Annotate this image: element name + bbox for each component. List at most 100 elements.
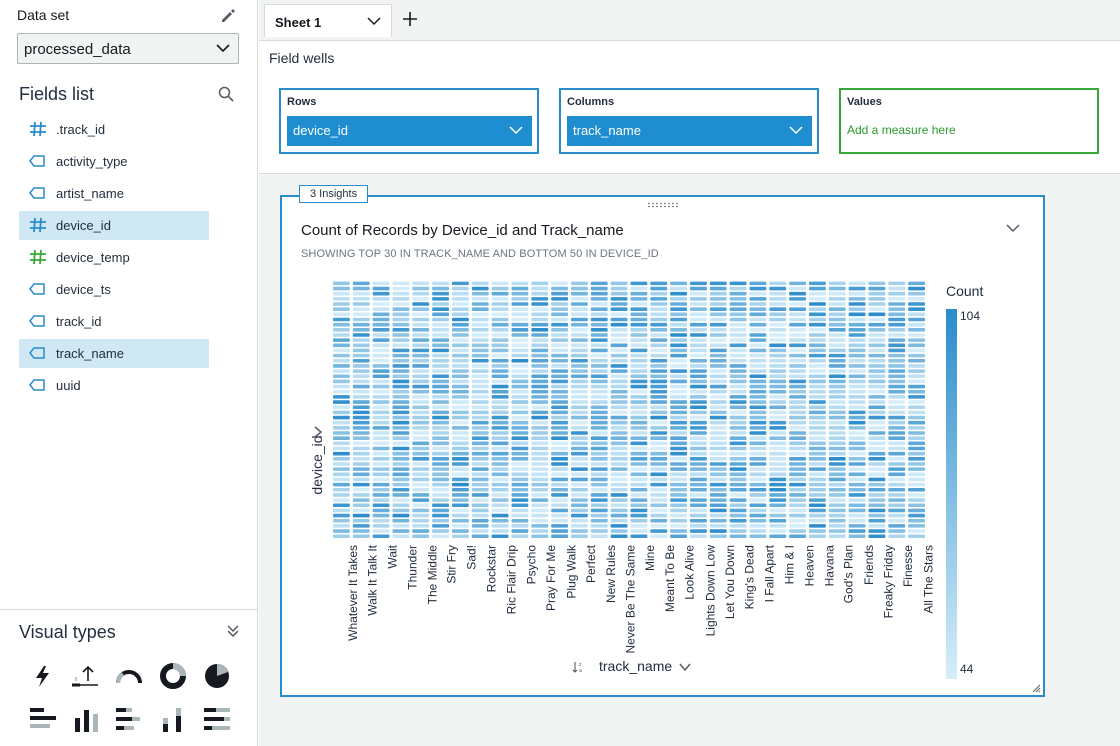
heatmap-cell[interactable] [630,410,648,415]
heatmap-cell[interactable] [888,395,906,399]
heatmap-cell[interactable] [908,410,925,415]
heatmap-cell[interactable] [908,441,925,446]
heatmap-cell[interactable] [650,369,668,373]
donut-chart-icon[interactable] [158,661,188,691]
heatmap-cell[interactable] [412,524,430,528]
heatmap-cell[interactable] [789,369,806,373]
heatmap-cell[interactable] [590,281,608,286]
heatmap-cell[interactable] [511,529,529,533]
heatmap-cell[interactable] [709,328,727,332]
heatmap-cell[interactable] [432,415,449,420]
heatmap-cell[interactable] [709,462,727,466]
heatmap-cell[interactable] [848,518,866,523]
heatmap-cell[interactable] [412,436,430,440]
heatmap-cell[interactable] [709,364,727,368]
heatmap-cell[interactable] [828,364,846,368]
heatmap-cell[interactable] [392,400,410,404]
heatmap-cell[interactable] [372,513,390,518]
heatmap-cell[interactable] [670,518,687,523]
heatmap-cell[interactable] [333,328,350,332]
heatmap-cell[interactable] [392,451,410,456]
heatmap-cell[interactable] [709,343,727,348]
heatmap-cell[interactable] [590,384,608,389]
heatmap-cell[interactable] [709,498,727,502]
heatmap-cell[interactable] [352,446,370,451]
heatmap-cell[interactable] [749,359,767,363]
heatmap-cell[interactable] [848,529,866,533]
heatmap-cell[interactable] [848,312,866,317]
pie-chart-icon[interactable] [202,661,232,691]
autograph-icon[interactable] [28,661,58,691]
tab-sheet-1[interactable]: Sheet 1 [264,4,392,37]
heatmap-cell[interactable] [848,317,866,322]
heatmap-cell[interactable] [709,441,727,446]
heatmap-cell[interactable] [432,410,449,415]
heatmap-cell[interactable] [511,426,529,430]
heatmap-cell[interactable] [452,410,469,415]
heatmap-cell[interactable] [571,534,588,538]
heatmap-cell[interactable] [848,291,866,296]
heatmap-cell[interactable] [789,322,806,327]
heatmap-cell[interactable] [610,518,628,523]
heatmap-cell[interactable] [392,302,410,306]
heatmap-cell[interactable] [452,493,469,497]
heatmap-cell[interactable] [590,534,608,538]
heatmap-cell[interactable] [888,472,906,477]
heatmap-cell[interactable] [749,426,767,430]
heatmap-cell[interactable] [471,524,489,528]
heatmap-cell[interactable] [650,405,668,409]
heatmap-cell[interactable] [888,297,906,301]
heatmap-cell[interactable] [452,379,469,384]
heatmap-cell[interactable] [709,436,727,440]
heatmap-cell[interactable] [412,405,430,409]
heatmap-cell[interactable] [491,374,509,379]
heatmap-cell[interactable] [809,359,826,363]
heatmap-cell[interactable] [432,333,449,337]
heatmap-cell[interactable] [670,524,687,528]
heatmap-cell[interactable] [868,343,886,348]
heatmap-cell[interactable] [551,493,568,497]
heatmap-cell[interactable] [650,518,668,523]
heatmap-cell[interactable] [908,374,925,379]
heatmap-cell[interactable] [610,379,628,384]
heatmap-cell[interactable] [372,529,390,533]
heatmap-cell[interactable] [749,291,767,296]
heatmap-cell[interactable] [471,415,489,420]
heatmap-cell[interactable] [749,348,767,353]
heatmap-cell[interactable] [610,359,628,363]
heatmap-cell[interactable] [372,446,390,451]
heatmap-cell[interactable] [809,353,826,358]
heatmap-cell[interactable] [372,322,390,327]
heatmap-cell[interactable] [452,389,469,394]
heatmap-cell[interactable] [809,431,826,435]
heatmap-cell[interactable] [511,317,529,322]
heatmap-cell[interactable] [769,297,787,301]
heatmap-cell[interactable] [352,395,370,399]
heatmap-cell[interactable] [531,317,549,322]
heatmap-cell[interactable] [610,431,628,435]
heatmap-cell[interactable] [333,534,350,538]
heatmap-cell[interactable] [412,534,430,538]
heatmap-cell[interactable] [392,307,410,311]
heatmap-cell[interactable] [511,472,529,477]
heatmap-cell[interactable] [571,359,588,363]
heatmap-cell[interactable] [432,297,449,301]
heatmap-cell[interactable] [452,508,469,513]
heatmap-cell[interactable] [868,482,886,487]
heatmap-cell[interactable] [630,384,648,389]
heatmap-cell[interactable] [630,281,648,286]
heatmap-cell[interactable] [333,524,350,528]
heatmap-cell[interactable] [333,426,350,430]
heatmap-cell[interactable] [670,338,687,342]
heatmap-cell[interactable] [848,353,866,358]
heatmap-cell[interactable] [511,498,529,502]
heatmap-cell[interactable] [372,498,390,502]
heatmap-cell[interactable] [491,364,509,368]
heatmap-cell[interactable] [789,405,806,409]
heatmap-cell[interactable] [769,400,787,404]
heatmap-cell[interactable] [392,498,410,502]
heatmap-cell[interactable] [551,524,568,528]
heatmap-cell[interactable] [670,503,687,508]
field-item-track-id[interactable]: .track_id [19,115,209,144]
heatmap-cell[interactable] [511,457,529,461]
